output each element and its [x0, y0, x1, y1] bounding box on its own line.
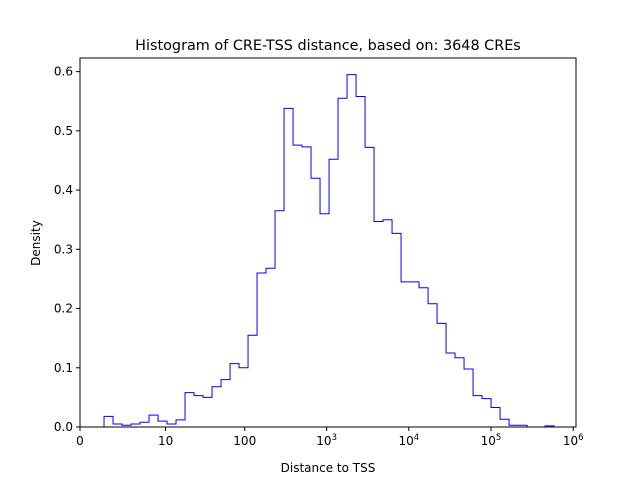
- histogram-bar: [392, 233, 401, 427]
- histogram-bar: [491, 407, 500, 427]
- y-tick-label: 0.0: [54, 420, 73, 434]
- histogram-bar: [473, 396, 482, 427]
- histogram-bar: [248, 335, 257, 427]
- histogram-bar: [284, 108, 293, 427]
- histogram-bar: [140, 422, 149, 427]
- histogram-bar: [347, 75, 356, 427]
- y-tick-label: 0.4: [54, 183, 73, 197]
- y-tick-label: 0.2: [54, 302, 73, 316]
- histogram-bar: [320, 214, 329, 427]
- histogram-bar: [464, 369, 473, 427]
- x-tick-label: 105: [481, 433, 502, 448]
- histogram-bar: [158, 421, 167, 427]
- histogram-bar: [293, 145, 302, 427]
- y-tick-label: 0.6: [54, 65, 73, 79]
- histogram-bar: [266, 268, 275, 427]
- histogram-outline: [103, 74, 555, 428]
- histogram-bar: [455, 358, 464, 427]
- histogram-bar: [185, 393, 194, 427]
- plot-frame: [79, 57, 577, 428]
- y-tick-label: 0.3: [54, 242, 73, 256]
- histogram-bar: [194, 396, 203, 427]
- histogram-bar: [401, 282, 410, 427]
- histogram-bar: [329, 159, 338, 427]
- histogram-bar: [428, 304, 437, 427]
- histogram-bar: [365, 147, 374, 427]
- histogram-bar: [230, 364, 239, 427]
- histogram-bar: [446, 353, 455, 427]
- histogram-bar: [239, 368, 248, 427]
- y-tick-label: 0.5: [54, 124, 73, 138]
- histogram-bar: [437, 323, 446, 427]
- histogram-bar: [203, 397, 212, 427]
- histogram-bar: [104, 416, 113, 427]
- histogram-bar: [374, 221, 383, 427]
- histogram-bar: [419, 288, 428, 427]
- x-tick-label: 100: [233, 434, 256, 448]
- x-tick-label: 104: [398, 433, 419, 448]
- x-tick-label: 106: [563, 433, 584, 448]
- histogram-bar: [338, 98, 347, 427]
- x-tick-label: 10: [158, 434, 173, 448]
- chart-title: Histogram of CRE-TSS distance, based on:…: [135, 38, 521, 54]
- x-axis-label: Distance to TSS: [281, 461, 376, 475]
- histogram-bar: [302, 147, 311, 427]
- y-axis-label: Density: [29, 220, 43, 266]
- histogram-bar: [410, 282, 419, 427]
- histogram-bar: [149, 415, 158, 427]
- histogram-bar: [356, 96, 365, 427]
- x-tick-label: 0: [76, 434, 84, 448]
- x-tick-label: 103: [316, 433, 337, 448]
- y-tick-label: 0.1: [54, 361, 73, 375]
- histogram-bar: [212, 387, 221, 427]
- histogram-bar: [275, 211, 284, 427]
- histogram-bar: [383, 220, 392, 427]
- histogram-bar: [176, 420, 185, 427]
- histogram-bar: [500, 419, 509, 427]
- histogram-bar: [257, 273, 266, 427]
- histogram-bar: [482, 399, 491, 427]
- histogram-bar: [221, 380, 230, 427]
- histogram-bar: [311, 178, 320, 427]
